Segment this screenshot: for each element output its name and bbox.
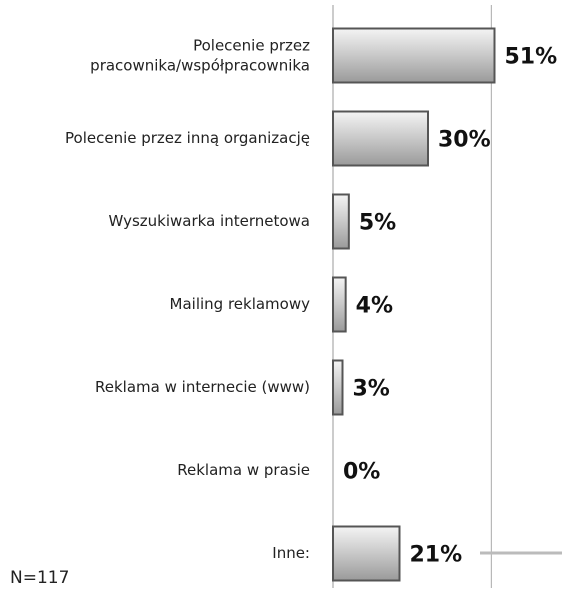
bar xyxy=(332,27,496,84)
value-label: 21% xyxy=(410,543,463,568)
value-label: 5% xyxy=(359,211,396,236)
category-label: Polecenie przez pracownika/współpracownik… xyxy=(90,36,310,74)
category-label: Polecenie przez inną organizację xyxy=(65,129,310,147)
value-label: 51% xyxy=(505,45,558,70)
bar xyxy=(332,359,344,416)
category-label: Reklama w internecie (www) xyxy=(95,378,310,396)
bar xyxy=(332,193,350,250)
value-label: 4% xyxy=(356,294,393,319)
value-label: 3% xyxy=(353,377,390,402)
value-label: 30% xyxy=(438,128,491,153)
category-label: Mailing reklamowy xyxy=(170,295,311,313)
category-label: Reklama w prasie xyxy=(177,461,310,479)
sample-size: N=117 xyxy=(10,568,69,588)
bar xyxy=(332,110,429,167)
category-label: Inne: xyxy=(272,544,310,562)
value-label: 0% xyxy=(343,460,380,485)
bar xyxy=(332,525,401,582)
category-label: Wyszukiwarka internetowa xyxy=(109,212,310,230)
bar xyxy=(332,276,347,333)
